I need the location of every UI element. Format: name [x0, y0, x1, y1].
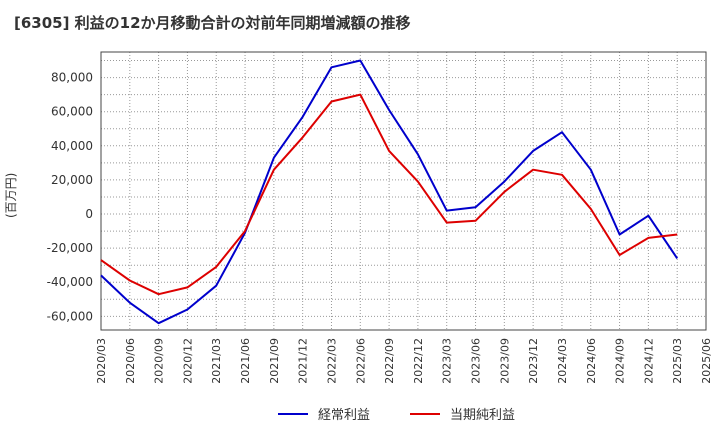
y-tick-label: 60,000	[51, 105, 93, 119]
legend-label-series-0: 経常利益	[318, 408, 371, 423]
y-tick-label: 20,000	[51, 173, 93, 187]
x-tick-label: 2022/03	[325, 338, 338, 384]
x-tick-label: 2023/09	[498, 338, 511, 384]
x-tick-label: 2024/03	[556, 338, 569, 384]
x-tick-label: 2022/09	[383, 338, 396, 384]
x-tick-label: 2020/06	[124, 338, 137, 384]
x-tick-label: 2021/06	[239, 338, 252, 384]
legend-item-series-1: 当期純利益	[410, 404, 515, 423]
legend: 経常利益 当期純利益	[0, 404, 720, 428]
x-tick-label: 2024/06	[585, 338, 598, 384]
chart-title: [6305] 利益の12か月移動合計の対前年同期増減額の推移	[14, 14, 411, 32]
y-tick-label: -40,000	[47, 275, 93, 289]
legend-item-series-0: 経常利益	[278, 404, 370, 423]
x-tick-label: 2023/12	[527, 338, 540, 384]
x-tick-label: 2024/09	[614, 338, 627, 384]
plot-frame	[100, 51, 707, 331]
legend-swatch-series-0	[278, 412, 308, 415]
x-tick-label: 2023/06	[470, 338, 483, 384]
plot-area	[101, 52, 706, 330]
x-tick-label: 2022/06	[354, 338, 367, 384]
x-tick-label: 2022/12	[412, 338, 425, 384]
y-tick-label: 80,000	[51, 71, 93, 85]
x-tick-label: 2021/03	[210, 338, 223, 384]
x-tick-label: 2025/06	[700, 338, 713, 384]
x-tick-label: 2021/09	[268, 338, 281, 384]
x-tick-label: 2024/12	[642, 338, 655, 384]
x-tick-label: 2020/12	[181, 338, 194, 384]
legend-label-series-1: 当期純利益	[450, 408, 516, 423]
y-tick-label: -20,000	[47, 241, 93, 255]
x-tick-label: 2023/03	[441, 338, 454, 384]
x-tick-label: 2025/03	[671, 338, 684, 384]
x-tick-label: 2021/12	[297, 338, 310, 384]
x-tick-label: 2020/03	[95, 338, 108, 384]
x-tick-label: 2020/09	[153, 338, 166, 384]
legend-swatch-series-1	[410, 412, 440, 415]
y-tick-label: -60,000	[47, 309, 93, 323]
y-tick-label: 0	[85, 207, 93, 221]
y-tick-label: 40,000	[51, 139, 93, 153]
